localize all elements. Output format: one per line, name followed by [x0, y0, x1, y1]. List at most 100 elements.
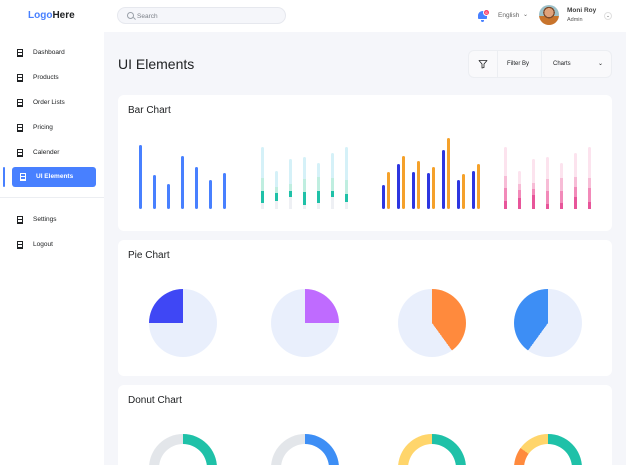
- ui-elements-icon: [20, 173, 26, 181]
- bar: [518, 171, 521, 209]
- bar: [477, 164, 480, 209]
- pie-chart-2: [271, 289, 339, 357]
- bar: [402, 156, 405, 209]
- sidebar-item-label: UI Elements: [36, 173, 74, 180]
- bar: [588, 147, 591, 209]
- bar: [546, 157, 549, 209]
- sidebar: Dashboard Products Order Lists Pricing C…: [0, 32, 104, 465]
- bar: [447, 138, 450, 209]
- bell-icon: [478, 11, 487, 19]
- bar: [167, 184, 170, 209]
- bar: [427, 173, 430, 209]
- pie-chart-4: [514, 289, 582, 357]
- pie-chart-title: Pie Chart: [128, 250, 170, 261]
- settings-icon: [17, 216, 23, 224]
- donut-chart-card: Donut Chart: [118, 385, 612, 465]
- bar: [139, 145, 142, 209]
- donut-chart-3: [398, 434, 466, 465]
- bar-chart-card: Bar Chart: [118, 95, 612, 231]
- pricing-icon: [17, 124, 23, 132]
- sidebar-item-settings[interactable]: Settings: [12, 210, 96, 230]
- bar: [532, 159, 535, 209]
- bar: [153, 175, 156, 209]
- bar: [387, 172, 390, 209]
- bar: [195, 167, 198, 209]
- avatar[interactable]: [539, 5, 559, 25]
- sidebar-item-products[interactable]: Products: [12, 68, 96, 88]
- sidebar-item-order-lists[interactable]: Order Lists: [12, 93, 96, 113]
- bar: [331, 153, 334, 209]
- search-input[interactable]: [137, 10, 277, 22]
- bar: [209, 180, 212, 209]
- sidebar-item-dashboard[interactable]: Dashboard: [12, 43, 96, 63]
- bar-chart-title: Bar Chart: [128, 105, 171, 116]
- filter-select[interactable]: Charts: [553, 61, 571, 67]
- dashboard-icon: [17, 49, 23, 57]
- language-chevron-down-icon[interactable]: ⌄: [523, 12, 529, 18]
- filter-by-label-cell: [498, 51, 542, 77]
- user-role: Admin: [567, 17, 583, 23]
- bar: [181, 156, 184, 209]
- language-selector[interactable]: English: [498, 12, 520, 19]
- filter-icon-button[interactable]: [469, 51, 498, 77]
- bar: [417, 161, 420, 209]
- logo[interactable]: LogoHere: [28, 10, 75, 21]
- bar: [397, 164, 400, 209]
- sidebar-item-logout[interactable]: Logout: [12, 235, 96, 255]
- filter-icon: [478, 60, 488, 69]
- bar: [574, 153, 577, 209]
- top-header: LogoHere 6 English ⌄ Moni Roy Admin ⌄: [0, 0, 626, 32]
- donut-chart-title: Donut Chart: [128, 395, 182, 406]
- bar: [303, 157, 306, 209]
- donut-chart-4: [514, 434, 582, 465]
- search-box[interactable]: [117, 7, 286, 24]
- sidebar-item-label: Products: [33, 74, 59, 81]
- logo-part-2: Here: [52, 10, 75, 21]
- sidebar-item-ui-elements[interactable]: UI Elements: [12, 167, 96, 187]
- bar: [504, 147, 507, 209]
- sidebar-divider: [0, 197, 104, 198]
- products-icon: [17, 74, 23, 82]
- sidebar-item-label: Pricing: [33, 124, 53, 131]
- sidebar-item-pricing[interactable]: Pricing: [12, 118, 96, 138]
- pie-chart-1: [149, 289, 217, 357]
- filter-chevron-down-icon[interactable]: ⌄: [598, 61, 604, 67]
- bar-chart-3: [381, 135, 481, 209]
- calender-icon: [17, 149, 23, 157]
- sidebar-item-label: Calender: [33, 149, 60, 156]
- user-name: Moni Roy: [567, 7, 597, 14]
- bar: [289, 159, 292, 209]
- bar: [317, 163, 320, 209]
- logout-icon: [17, 241, 23, 249]
- sidebar-item-label: Dashboard: [33, 49, 65, 56]
- logo-part-1: Logo: [28, 10, 53, 21]
- bar: [261, 147, 264, 209]
- pie-chart-3: [398, 289, 466, 357]
- bell-clapper: [481, 20, 484, 22]
- active-item-marker: [3, 167, 5, 187]
- filter-by-label: Filter By: [507, 61, 530, 67]
- bar: [275, 171, 278, 209]
- bar: [223, 173, 226, 209]
- bar: [472, 171, 475, 209]
- bar: [442, 150, 445, 209]
- search-icon: [127, 12, 134, 19]
- order-lists-icon: [17, 99, 23, 107]
- bar: [412, 172, 415, 209]
- bar: [345, 147, 348, 209]
- user-menu-chevron-icon[interactable]: ⌄: [604, 12, 612, 20]
- bar-chart-2: [260, 145, 350, 209]
- donut-chart-1: [149, 434, 217, 465]
- filter-bar: Filter By Charts ⌄: [468, 50, 612, 78]
- bar-chart-4: [503, 145, 593, 209]
- sidebar-item-label: Order Lists: [33, 99, 65, 106]
- bar: [432, 167, 435, 209]
- sidebar-item-label: Logout: [33, 241, 53, 248]
- donut-chart-2: [271, 434, 339, 465]
- page-title: UI Elements: [118, 56, 195, 72]
- bar: [382, 185, 385, 209]
- sidebar-item-calender[interactable]: Calender: [12, 143, 96, 163]
- bar: [560, 163, 563, 209]
- notification-bell-button[interactable]: 6: [477, 9, 490, 23]
- bar: [462, 174, 465, 209]
